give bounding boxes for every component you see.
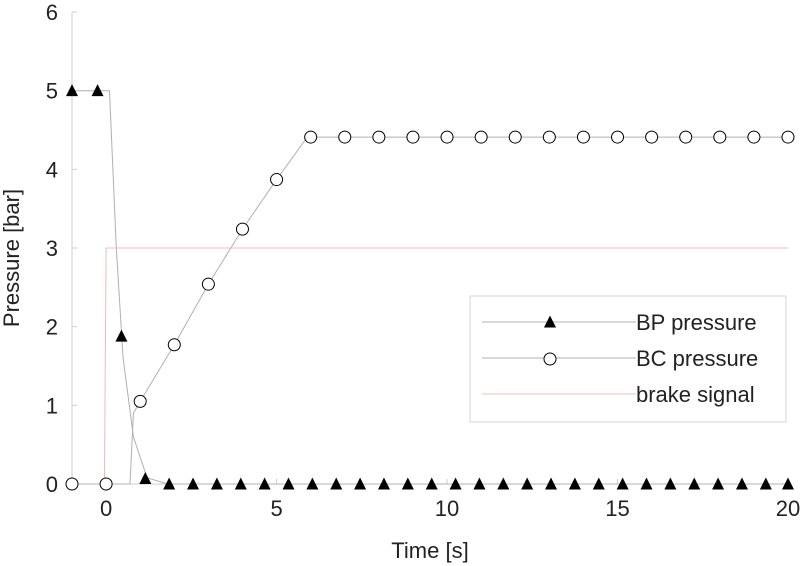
- bc-pressure-point: [440, 130, 454, 144]
- bp-pressure-point: [759, 477, 772, 490]
- bp-pressure-point: [306, 477, 319, 490]
- x-tick-label: 0: [100, 496, 112, 521]
- bp-pressure-point: [115, 329, 128, 342]
- legend-label-1: BP pressure: [636, 310, 757, 335]
- bc-pressure-point: [235, 222, 249, 236]
- bc-pressure-point: [99, 477, 113, 491]
- bp-pressure-point: [616, 477, 629, 490]
- bp-pressure-point: [139, 471, 152, 484]
- y-axis-title: Pressure [bar]: [0, 189, 24, 327]
- legend: BP pressure BC pressure brake signal: [469, 295, 787, 423]
- series-line-2: [72, 136, 788, 485]
- bc-pressure-point: [679, 130, 693, 144]
- bc-pressure-point: [372, 130, 386, 144]
- bp-pressure-point: [210, 477, 223, 490]
- bp-pressure-point: [735, 477, 748, 490]
- bp-pressure-point: [592, 477, 605, 490]
- y-tick-label: 6: [46, 0, 58, 25]
- bc-pressure-point: [542, 130, 556, 144]
- bc-pressure-point: [576, 130, 590, 144]
- bc-pressure-point: [645, 130, 659, 144]
- y-tick-label: 3: [46, 236, 58, 261]
- x-tick-label: 10: [435, 496, 459, 521]
- y-tick-label: 5: [46, 79, 58, 104]
- axes: 0 1 2 3 4 5 6 0 5 10 15 20: [46, 0, 800, 521]
- bc-pressure-point: [406, 130, 420, 144]
- bp-pressure-point: [91, 84, 104, 97]
- bp-pressure-point: [354, 477, 367, 490]
- bc-pressure-point: [508, 130, 522, 144]
- legend-label-3: brake signal: [636, 382, 755, 407]
- bp-pressure-point: [187, 477, 200, 490]
- bc-pressure-point: [474, 130, 488, 144]
- bp-pressure-point: [664, 477, 677, 490]
- bc-pressure-point: [611, 130, 625, 144]
- bp-pressure-point: [234, 477, 247, 490]
- series-markers: [65, 84, 795, 491]
- y-tick-label: 4: [46, 157, 58, 182]
- bp-pressure-point: [425, 477, 438, 490]
- y-tick-label: 2: [46, 315, 58, 340]
- x-tick-label: 20: [776, 496, 800, 521]
- y-tick-label: 0: [46, 472, 58, 497]
- bc-pressure-point: [65, 477, 79, 491]
- bc-pressure-point: [747, 130, 761, 144]
- bc-pressure-point: [270, 173, 284, 187]
- series-line-3: [103, 247, 788, 485]
- bp-pressure-point: [497, 477, 510, 490]
- bp-pressure-point: [782, 477, 794, 490]
- bp-pressure-point: [163, 477, 176, 490]
- bp-pressure-point: [688, 477, 701, 490]
- bp-pressure-point: [568, 477, 581, 490]
- bp-pressure-point: [66, 84, 78, 97]
- bp-pressure-point: [282, 477, 295, 490]
- legend-box: [469, 295, 787, 423]
- bc-pressure-point: [338, 130, 352, 144]
- x-axis-title: Time [s]: [391, 538, 468, 563]
- y-tick-label: 1: [46, 393, 58, 418]
- bc-pressure-point: [713, 130, 727, 144]
- bp-pressure-point: [521, 477, 534, 490]
- bp-pressure-point: [377, 477, 390, 490]
- bc-pressure-point: [133, 394, 147, 408]
- x-tick-label: 5: [270, 496, 282, 521]
- bp-pressure-point: [330, 477, 343, 490]
- series-lines: [72, 90, 788, 485]
- bp-pressure-point: [258, 477, 271, 490]
- bp-pressure-point: [640, 477, 653, 490]
- bc-pressure-point: [201, 277, 215, 291]
- bp-pressure-point: [401, 477, 414, 490]
- legend-marker-bp: [544, 315, 556, 328]
- bp-pressure-point: [712, 477, 725, 490]
- bc-pressure-point: [781, 130, 795, 144]
- bp-pressure-point: [545, 477, 558, 490]
- legend-marker-bc: [543, 352, 557, 366]
- bp-pressure-point: [449, 477, 462, 490]
- x-tick-label: 15: [605, 496, 629, 521]
- bc-pressure-point: [167, 338, 181, 352]
- bc-pressure-point: [304, 130, 318, 144]
- legend-label-2: BC pressure: [636, 346, 758, 371]
- series-line-1: [72, 90, 788, 485]
- bp-pressure-point: [473, 477, 486, 490]
